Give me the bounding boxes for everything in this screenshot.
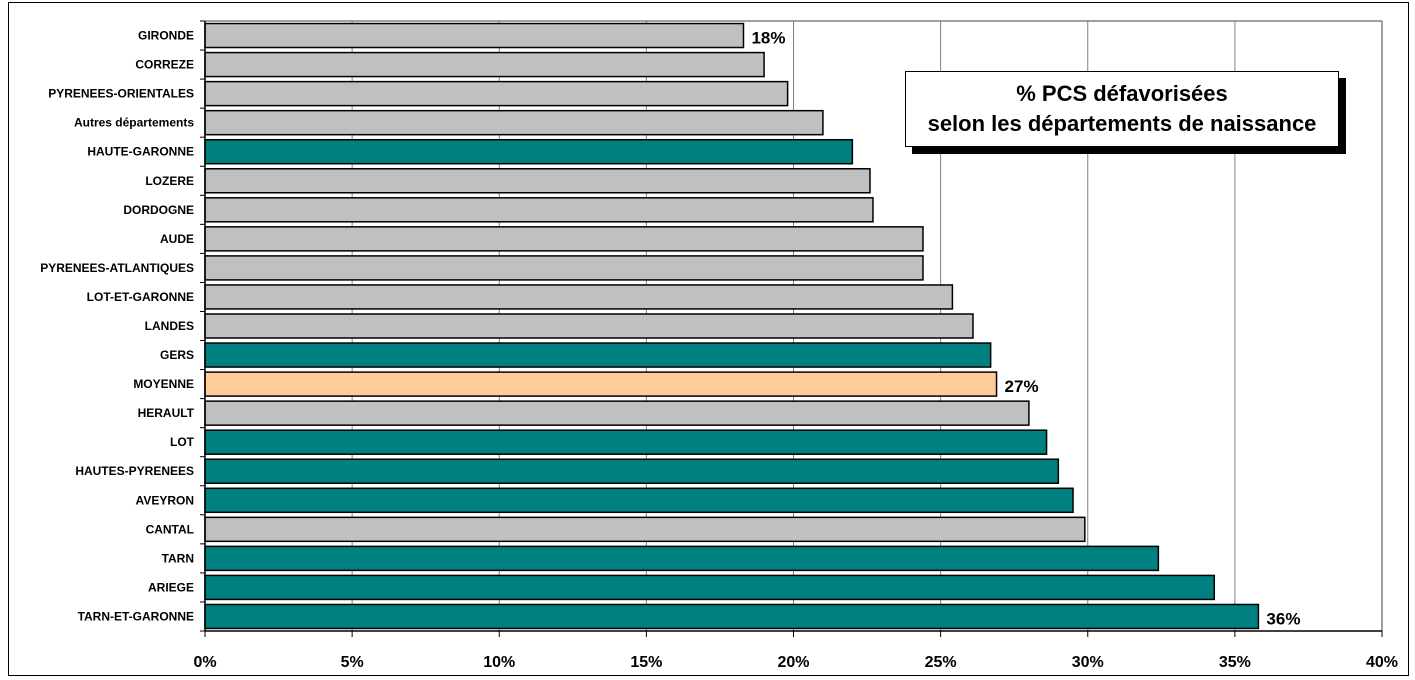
category-label: ARIEGE [148, 580, 194, 594]
bar [204, 168, 871, 194]
bar [204, 284, 954, 310]
bar [204, 487, 1074, 514]
bar [204, 138, 854, 165]
x-tick-label: 40% [1366, 654, 1398, 671]
category-label: HAUTE-GARONNE [87, 145, 194, 159]
category-label: PYRENEES-ORIENTALES [48, 87, 194, 101]
x-tick-label: 15% [630, 654, 662, 671]
data-label: 27% [1005, 377, 1039, 396]
bar [204, 80, 789, 107]
x-tick-label: 20% [777, 654, 809, 671]
x-tick-label: 25% [925, 654, 957, 671]
x-tick-label: 5% [341, 654, 364, 671]
bar [204, 109, 824, 136]
category-label: GIRONDE [138, 29, 194, 43]
bar [204, 22, 745, 49]
bar [204, 574, 1216, 601]
bar [204, 458, 1060, 484]
category-label: HAUTES-PYRENEES [75, 464, 194, 478]
bar [204, 516, 1086, 543]
category-label: LOT [170, 435, 195, 449]
x-tick-label: 10% [483, 654, 515, 671]
bar [204, 429, 1048, 455]
category-label: TARN-ET-GARONNE [78, 609, 194, 623]
x-tick-label: 30% [1072, 654, 1104, 671]
category-label: AUDE [160, 232, 194, 246]
category-label: Autres départements [74, 116, 194, 130]
category-label: CANTAL [146, 522, 194, 536]
bar [204, 371, 998, 397]
category-label: PYRENEES-ATLANTIQUES [40, 261, 194, 275]
category-label: CORREZE [135, 58, 194, 72]
data-label: 18% [751, 29, 785, 48]
x-tick-label: 0% [193, 654, 216, 671]
category-label: LOT-ET-GARONNE [87, 290, 194, 304]
chart-title-line2: selon les départements de naissance [927, 111, 1317, 136]
category-label: AVEYRON [136, 493, 194, 507]
data-label: 36% [1266, 609, 1300, 628]
bar [204, 197, 874, 223]
bar [204, 342, 992, 368]
x-tick-label: 35% [1219, 654, 1251, 671]
bar [204, 603, 1260, 630]
bar [204, 51, 765, 78]
category-label: MOYENNE [133, 377, 194, 391]
chart-title-line1: % PCS défavorisées [1016, 81, 1228, 106]
bar [204, 313, 974, 339]
category-label: GERS [160, 348, 194, 362]
chart-title-box: % PCS défavorisées selon les département… [905, 71, 1339, 147]
category-label: TARN [162, 551, 194, 565]
bar [204, 255, 924, 281]
category-label: HERAULT [138, 406, 195, 420]
category-label: LANDES [145, 319, 194, 333]
bar [204, 545, 1160, 572]
category-label: DORDOGNE [123, 203, 194, 217]
category-label: LOZERE [145, 174, 194, 188]
bar [204, 226, 924, 252]
bar [204, 400, 1030, 426]
